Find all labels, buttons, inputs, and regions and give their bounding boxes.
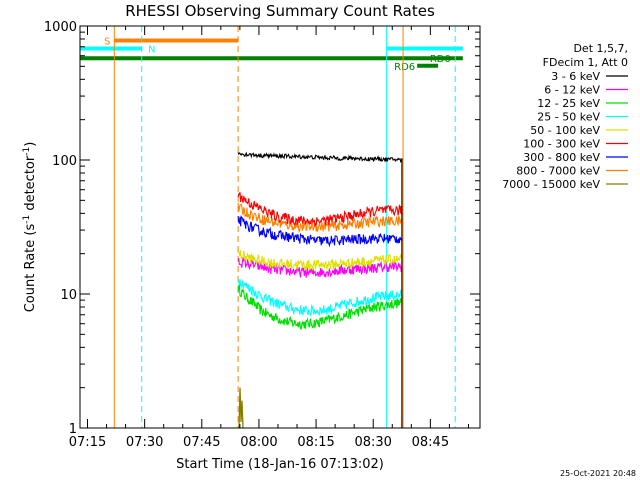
vertical-markers-layer [79,26,456,428]
y-label-superscript-1: -1 [22,215,32,224]
series-line [237,250,403,271]
legend-entry-label: 50 - 100 keV [530,124,600,137]
plot-frame [79,25,481,429]
x-tick-label: 07:45 [183,435,220,450]
y-axis: 1 10 100 1000 [44,20,480,437]
chart-title: RHESSI Observing Summary Count Rates [125,2,435,20]
y-tick-label: 1 [69,422,77,437]
y-axis-label: Count Rate (s-1 detector-1) [22,142,38,313]
flag-label: N [148,44,155,55]
series-line [237,255,403,278]
x-axis: 07:15 07:30 07:45 08:00 08:15 08:30 08:45 [69,26,469,450]
flag-bars-layer: S N RD0 RD6 [80,36,463,73]
flag-label: RD0 [430,54,451,65]
legend-entry-label: 100 - 300 keV [523,138,600,151]
legend-entry-label: 7000 - 15000 keV [502,178,600,191]
y-label-main: Count Rate (s [23,224,38,313]
y-label-mid: detector [23,155,38,215]
y-tick-label: 100 [52,154,77,169]
x-tick-label: 08:30 [354,435,391,450]
legend-header-line-1: Det 1,5,7, [573,42,628,55]
flag-label: RD6 [394,62,415,73]
y-tick-label: 1000 [44,20,77,35]
series-line [237,192,403,227]
legend-entry-label: 12 - 25 keV [537,97,600,110]
series-line [237,284,403,330]
footer-timestamp: 25-Oct-2021 20:48 [560,469,636,478]
flag-label: S [104,36,110,47]
series-line [237,202,403,234]
legend-entry-label: 3 - 6 keV [551,70,600,83]
series-layer [237,151,403,429]
legend-entry-label: 6 - 12 keV [544,84,600,97]
series-line [237,151,403,428]
series-line [237,278,403,317]
legend-entry-label: 800 - 7000 keV [516,165,600,178]
x-axis-label: Start Time (18-Jan-16 07:13:02) [176,457,384,472]
legend-header-line-2: FDecim 1, Att 0 [543,56,628,69]
series-line [237,214,403,248]
y-tick-label: 10 [60,288,77,303]
x-tick-label: 08:45 [412,435,449,450]
y-label-end: ) [23,142,38,147]
x-tick-label: 08:00 [240,435,277,450]
y-label-superscript-2: -1 [22,147,32,156]
x-tick-label: 07:30 [126,435,163,450]
legend-entry-label: 300 - 800 keV [523,151,600,164]
series-spike [238,387,244,429]
x-tick-label: 08:15 [297,435,334,450]
x-tick-label: 07:15 [69,435,106,450]
legend-entry-label: 25 - 50 keV [537,111,600,124]
